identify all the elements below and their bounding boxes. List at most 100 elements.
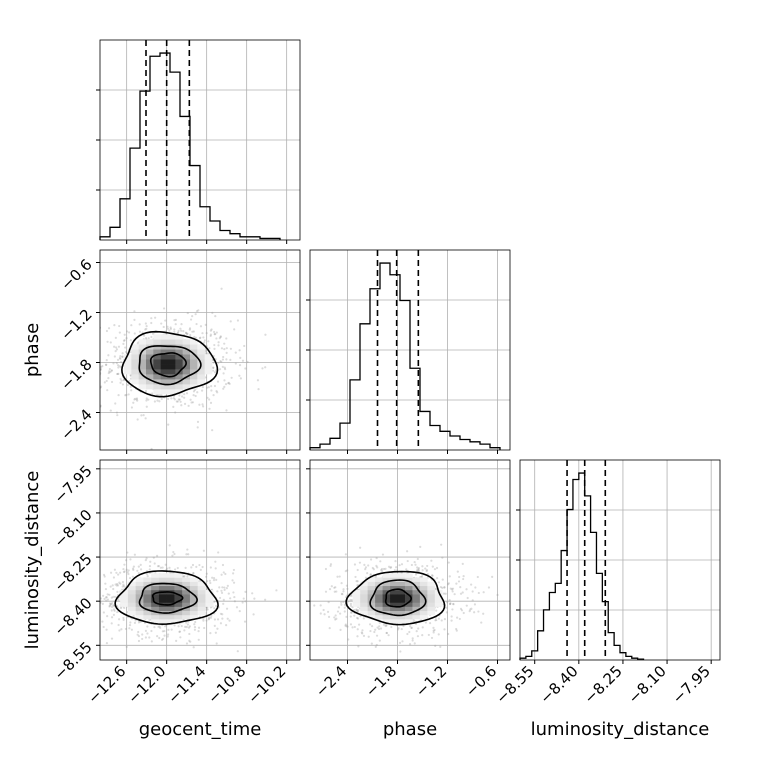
sample-point xyxy=(349,602,353,605)
sample-point xyxy=(326,610,330,613)
sample-point xyxy=(353,563,357,566)
sample-point xyxy=(411,637,414,640)
contour-level-1 xyxy=(149,352,187,378)
panel-frame xyxy=(309,249,511,451)
density-cell xyxy=(367,581,376,587)
sample-point xyxy=(216,618,220,621)
y-tick-label: −1.8 xyxy=(57,355,95,393)
sample-point xyxy=(221,586,224,589)
sample-point xyxy=(361,632,364,635)
histogram-step-geocent_time xyxy=(99,52,281,240)
density-cell xyxy=(397,619,406,624)
sample-point xyxy=(161,637,165,640)
sample-point xyxy=(394,560,397,563)
density-cell xyxy=(168,384,176,390)
sample-point xyxy=(378,621,381,624)
sample-point xyxy=(264,333,267,336)
sample-point xyxy=(356,580,359,583)
sample-point xyxy=(201,403,204,406)
sample-point xyxy=(130,628,133,631)
sample-point xyxy=(187,553,190,556)
sample-point xyxy=(369,573,372,577)
sample-point xyxy=(229,358,232,362)
sample-point xyxy=(147,337,150,340)
density-cell xyxy=(158,585,167,591)
density-cell xyxy=(174,581,183,587)
density-cell xyxy=(175,384,183,390)
sample-point xyxy=(156,554,159,557)
histogram-bar xyxy=(140,91,150,240)
sample-point xyxy=(173,330,176,333)
sample-point xyxy=(113,355,116,358)
density-cell xyxy=(197,374,205,380)
sample-point xyxy=(206,396,209,399)
density-cell xyxy=(412,602,421,607)
density-cell xyxy=(160,384,169,390)
sample-point xyxy=(196,391,199,394)
sample-point xyxy=(166,327,170,330)
sample-point xyxy=(251,592,254,595)
sample-point xyxy=(96,606,98,608)
sample-point xyxy=(183,402,187,405)
sample-point xyxy=(156,399,159,402)
sample-point xyxy=(110,637,114,640)
x-tick-label: −11.4 xyxy=(164,662,209,707)
density-cell xyxy=(135,614,144,620)
density-cell xyxy=(160,379,169,385)
y-tick-label: −8.55 xyxy=(50,638,95,683)
sample-point xyxy=(256,379,260,382)
sample-point xyxy=(187,404,190,407)
sample-point xyxy=(482,612,485,615)
density-cell xyxy=(427,598,436,603)
sample-point xyxy=(141,637,144,641)
sample-point xyxy=(105,379,108,383)
histogram-bar xyxy=(614,645,620,660)
sample-point xyxy=(166,635,169,638)
sample-point xyxy=(319,604,322,607)
sample-point xyxy=(170,628,173,631)
sample-point xyxy=(219,335,222,339)
density-cell xyxy=(205,598,214,603)
sample-point xyxy=(127,569,130,572)
sample-point xyxy=(349,623,353,626)
density-cell xyxy=(131,359,139,365)
sample-point xyxy=(419,545,422,549)
sample-point xyxy=(367,635,370,638)
histogram-bar xyxy=(330,438,340,450)
sample-point xyxy=(402,624,405,628)
sample-point xyxy=(136,418,139,421)
sample-point xyxy=(349,604,353,607)
x-tick-label: −8.25 xyxy=(581,662,626,707)
density-cell xyxy=(135,577,144,582)
sample-point xyxy=(448,599,451,602)
sample-point xyxy=(343,610,346,613)
histogram-bar xyxy=(350,380,360,450)
sample-point xyxy=(378,625,381,628)
density-cell xyxy=(189,577,198,582)
sample-point xyxy=(119,355,122,358)
sample-point xyxy=(126,571,129,574)
histogram-bar xyxy=(620,653,626,660)
sample-point xyxy=(225,607,229,610)
sample-point xyxy=(223,379,226,382)
sample-point xyxy=(137,630,140,634)
sample-point xyxy=(110,616,114,619)
sample-point xyxy=(195,322,198,326)
density-cell xyxy=(419,614,428,620)
sample-point xyxy=(135,398,138,401)
density-cell xyxy=(204,364,213,370)
sample-point xyxy=(359,546,362,549)
sample-point xyxy=(413,560,416,564)
density-cell xyxy=(419,610,428,616)
sample-point xyxy=(169,327,172,331)
histogram-bar xyxy=(170,72,180,240)
sample-point xyxy=(466,596,469,600)
sample-point xyxy=(452,602,455,606)
sample-point xyxy=(194,313,197,316)
density-cell xyxy=(151,602,160,607)
sample-point xyxy=(193,335,196,339)
density-cell xyxy=(151,614,160,620)
sample-point xyxy=(380,569,383,572)
density-cell xyxy=(131,364,139,370)
sample-point xyxy=(221,358,225,361)
